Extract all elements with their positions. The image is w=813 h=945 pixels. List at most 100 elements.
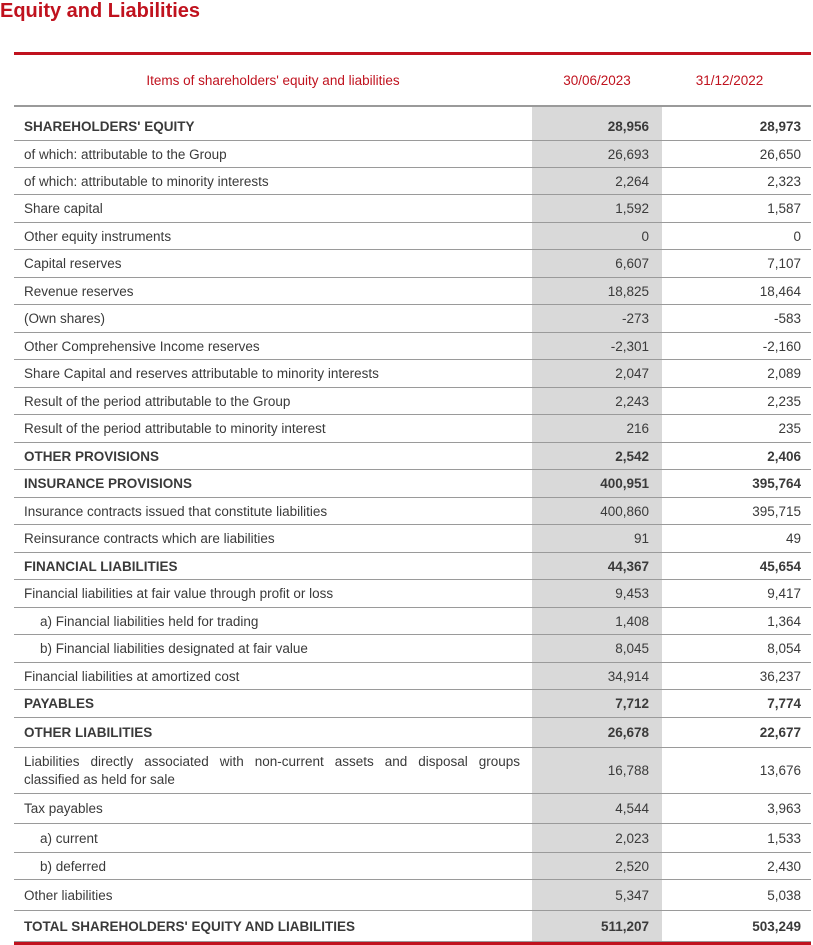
row-label: b) deferred [40, 858, 107, 874]
table-row: Share capital 1,592 1,587 [14, 195, 811, 223]
value-31-12-2022: 2,406 [767, 448, 801, 464]
table-row: a) current 2,023 1,533 [14, 824, 811, 853]
value-30-06-2023: 400,951 [532, 470, 662, 497]
table-row: a) Financial liabilities held for tradin… [14, 608, 811, 635]
row-label: of which: attributable to the Group [24, 146, 227, 162]
table-row: b) Financial liabilities designated at f… [14, 635, 811, 663]
value-31-12-2022: 2,430 [767, 858, 801, 874]
table-row: Other equity instruments 0 0 [14, 223, 811, 250]
row-label: Liabilities directly associated with non… [24, 753, 520, 787]
row-label: PAYABLES [24, 696, 95, 711]
table-row: Result of the period attributable to the… [14, 388, 811, 415]
value-30-06-2023: 216 [532, 415, 662, 442]
table-row: of which: attributable to minority inter… [14, 168, 811, 195]
value-30-06-2023: 1,408 [532, 608, 662, 634]
row-label: TOTAL SHAREHOLDERS' EQUITY AND LIABILITI… [24, 918, 355, 934]
value-31-12-2022: 22,677 [759, 725, 801, 740]
row-label: OTHER PROVISIONS [24, 448, 160, 464]
header-col-2023: 30/06/2023 [563, 72, 631, 88]
table-row: Result of the period attributable to min… [14, 415, 811, 443]
value-30-06-2023: 9,453 [532, 580, 662, 607]
table-row: Other liabilities 5,347 5,038 [14, 880, 811, 911]
value-31-12-2022: 395,764 [752, 476, 801, 491]
row-label: INSURANCE PROVISIONS [24, 476, 193, 491]
value-31-12-2022: 18,464 [759, 283, 801, 299]
value-31-12-2022: 3,963 [767, 801, 801, 816]
value-31-12-2022: 503,249 [752, 918, 801, 934]
value-31-12-2022: 1,533 [767, 830, 801, 846]
value-30-06-2023: 0 [532, 223, 662, 249]
table-row: Financial liabilities at fair value thro… [14, 580, 811, 608]
value-31-12-2022: 49 [785, 531, 801, 546]
table-row: INSURANCE PROVISIONS 400,951 395,764 [14, 470, 811, 498]
table-row: Revenue reserves 18,825 18,464 [14, 278, 811, 305]
value-30-06-2023: 2,520 [532, 853, 662, 879]
value-30-06-2023: 18,825 [532, 278, 662, 304]
row-label: Tax payables [24, 801, 103, 816]
value-30-06-2023: 8,045 [532, 635, 662, 662]
row-label: Share Capital and reserves attributable … [24, 366, 379, 381]
row-label: Financial liabilities at fair value thro… [24, 586, 334, 601]
value-30-06-2023: 511,207 [532, 911, 662, 941]
value-31-12-2022: 1,364 [767, 613, 801, 629]
row-label: Share capital [24, 201, 103, 216]
value-31-12-2022: 13,676 [759, 763, 801, 778]
value-31-12-2022: 2,235 [767, 393, 801, 409]
table-row: OTHER LIABILITIES 26,678 22,677 [14, 718, 811, 748]
header-label: Items of shareholders' equity and liabil… [146, 72, 400, 88]
value-30-06-2023: 5,347 [532, 880, 662, 910]
value-31-12-2022: 9,417 [767, 586, 801, 601]
table-body: SHAREHOLDERS' EQUITY 28,956 28,973 of which… [14, 113, 811, 942]
row-label: Result of the period attributable to the… [24, 393, 291, 409]
table-row: TOTAL SHAREHOLDERS' EQUITY AND LIABILITI… [14, 911, 811, 942]
row-label: Insurance contracts issued that constitu… [24, 503, 328, 519]
value-30-06-2023: 7,712 [532, 690, 662, 717]
value-31-12-2022: 8,054 [767, 641, 801, 656]
table-row: Insurance contracts issued that constitu… [14, 498, 811, 525]
value-30-06-2023: 2,542 [532, 443, 662, 469]
value-31-12-2022: 7,774 [767, 696, 801, 711]
row-label: Other liabilities [24, 887, 113, 903]
header-col-2022: 31/12/2022 [695, 72, 764, 88]
row-label: (Own shares) [24, 311, 106, 326]
value-30-06-2023: 28,956 [532, 113, 662, 140]
value-30-06-2023: -2,301 [532, 333, 662, 359]
value-31-12-2022: 7,107 [767, 256, 801, 271]
value-30-06-2023: -273 [532, 305, 662, 332]
value-31-12-2022: 45,654 [759, 558, 801, 574]
top-rule [14, 52, 811, 55]
row-label: b) Financial liabilities designated at f… [40, 641, 308, 656]
value-31-12-2022: 5,038 [767, 887, 801, 903]
row-label: Financial liabilities at amortized cost [24, 668, 240, 684]
value-31-12-2022: 1,587 [767, 201, 801, 216]
value-30-06-2023: 2,023 [532, 824, 662, 852]
row-label: OTHER LIABILITIES [24, 725, 153, 740]
header-gap [14, 107, 811, 113]
row-label: of which: attributable to minority inter… [24, 173, 269, 189]
value-30-06-2023: 16,788 [532, 748, 662, 793]
table-row: Other Comprehensive Income reserves -2,30… [14, 333, 811, 360]
table-row: FINANCIAL LIABILITIES 44,367 45,654 [14, 553, 811, 580]
value-31-12-2022: 26,650 [759, 146, 801, 162]
row-label: Other equity instruments [24, 228, 172, 244]
row-label: Capital reserves [24, 256, 122, 271]
row-label: Revenue reserves [24, 283, 134, 299]
table-row: Tax payables 4,544 3,963 [14, 794, 811, 824]
value-31-12-2022: 235 [778, 421, 801, 436]
row-label: Result of the period attributable to min… [24, 421, 326, 436]
table-row: SHAREHOLDERS' EQUITY 28,956 28,973 [14, 113, 811, 141]
value-30-06-2023: 91 [532, 525, 662, 552]
row-label: a) current [40, 830, 98, 846]
value-30-06-2023: 26,678 [532, 718, 662, 747]
table-row: Financial liabilities at amortized cost 3… [14, 663, 811, 690]
value-31-12-2022: 36,237 [759, 668, 801, 684]
row-label: a) Financial liabilities held for tradin… [40, 613, 259, 629]
table-row: b) deferred 2,520 2,430 [14, 853, 811, 880]
value-30-06-2023: 400,860 [532, 498, 662, 524]
row-label: FINANCIAL LIABILITIES [24, 558, 178, 574]
table-row: PAYABLES 7,712 7,774 [14, 690, 811, 718]
table-row: Share Capital and reserves attributable … [14, 360, 811, 388]
value-30-06-2023: 34,914 [532, 663, 662, 689]
table-row: Liabilities directly associated with non… [14, 748, 811, 794]
table-row: OTHER PROVISIONS 2,542 2,406 [14, 443, 811, 470]
